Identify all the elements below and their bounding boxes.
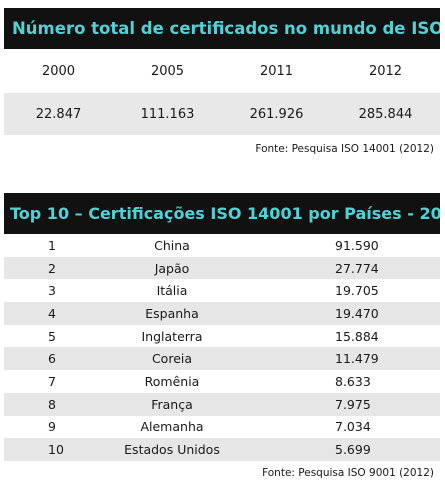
world-total-table: Número total de certificados no mundo de…	[4, 8, 440, 163]
table-row: 4 Espanha 19.470	[4, 302, 440, 325]
country-cell: França	[151, 396, 193, 412]
top10-title: Top 10 – Certificações ISO 14001 por Paí…	[4, 193, 440, 234]
rank-cell: 6	[48, 351, 56, 367]
rank-cell: 2	[48, 260, 56, 276]
country-cell: Alemanha	[140, 419, 204, 435]
count-cell: 91.590	[335, 237, 379, 253]
count-cell: 7.034	[335, 419, 371, 435]
table-row: 1 China 91.590	[4, 234, 440, 257]
count-cell: 15.884	[335, 328, 379, 344]
table-row: 2 Japão 27.774	[4, 256, 440, 280]
rank-cell: 3	[48, 283, 56, 299]
value-cell: 22.847	[35, 106, 82, 122]
years-header-row: 2000 2005 2011 2012	[4, 49, 440, 93]
table-row: 6 Coreia 11.479	[4, 347, 440, 371]
table-row: 5 Inglaterra 15.884	[4, 324, 440, 348]
year-cell: 2005	[150, 63, 185, 79]
count-cell: 7.975	[335, 396, 371, 412]
count-cell: 5.699	[335, 442, 371, 458]
count-cell: 19.470	[335, 305, 379, 321]
rank-cell: 8	[48, 396, 56, 412]
world-total-source: Fonte: Pesquisa ISO 14001 (2012)	[255, 143, 434, 155]
rank-cell: 4	[48, 305, 56, 321]
top10-source: Fonte: Pesquisa ISO 9001 (2012)	[262, 466, 434, 479]
country-cell: Estados Unidos	[124, 442, 220, 458]
rank-cell: 1	[48, 237, 56, 253]
country-cell: Japão	[154, 260, 190, 276]
year-cell: 2011	[259, 63, 294, 79]
value-cell: 261.926	[249, 106, 304, 122]
top10-rows: 1 China 91.590 2 Japão 27.774 3 Itália 1…	[4, 234, 440, 461]
country-cell: China	[154, 237, 190, 253]
country-cell: Coreia	[151, 351, 193, 367]
country-cell: Espanha	[145, 305, 199, 321]
year-cell: 2000	[41, 63, 76, 79]
rank-cell: 9	[48, 419, 56, 435]
count-cell: 19.705	[335, 283, 379, 299]
value-cell: 285.844	[358, 106, 413, 122]
table-row: 10 Estados Unidos 5.699	[4, 438, 440, 461]
table-row: 9 Alemanha 7.034	[4, 415, 440, 439]
count-cell: 11.479	[335, 351, 379, 367]
table-row: 7 Romênia 8.633	[4, 370, 440, 393]
country-cell: Inglaterra	[141, 328, 203, 344]
rank-cell: 10	[48, 442, 64, 458]
country-cell: Itália	[156, 283, 188, 299]
count-cell: 27.774	[335, 260, 379, 276]
year-cell: 2012	[368, 63, 403, 79]
country-cell: Romênia	[144, 373, 200, 389]
table-row: 3 Itália 19.705	[4, 279, 440, 303]
rank-cell: 5	[48, 328, 56, 344]
count-cell: 8.633	[335, 373, 371, 389]
top10-table: Top 10 – Certificações ISO 14001 por Paí…	[4, 193, 440, 485]
world-total-title: Número total de certificados no mundo de…	[4, 8, 440, 49]
value-cell: 111.163	[140, 106, 195, 122]
table-row: 8 França 7.975	[4, 392, 440, 416]
rank-cell: 7	[48, 373, 56, 389]
values-row: 22.847 111.163 261.926 285.844	[4, 93, 440, 135]
